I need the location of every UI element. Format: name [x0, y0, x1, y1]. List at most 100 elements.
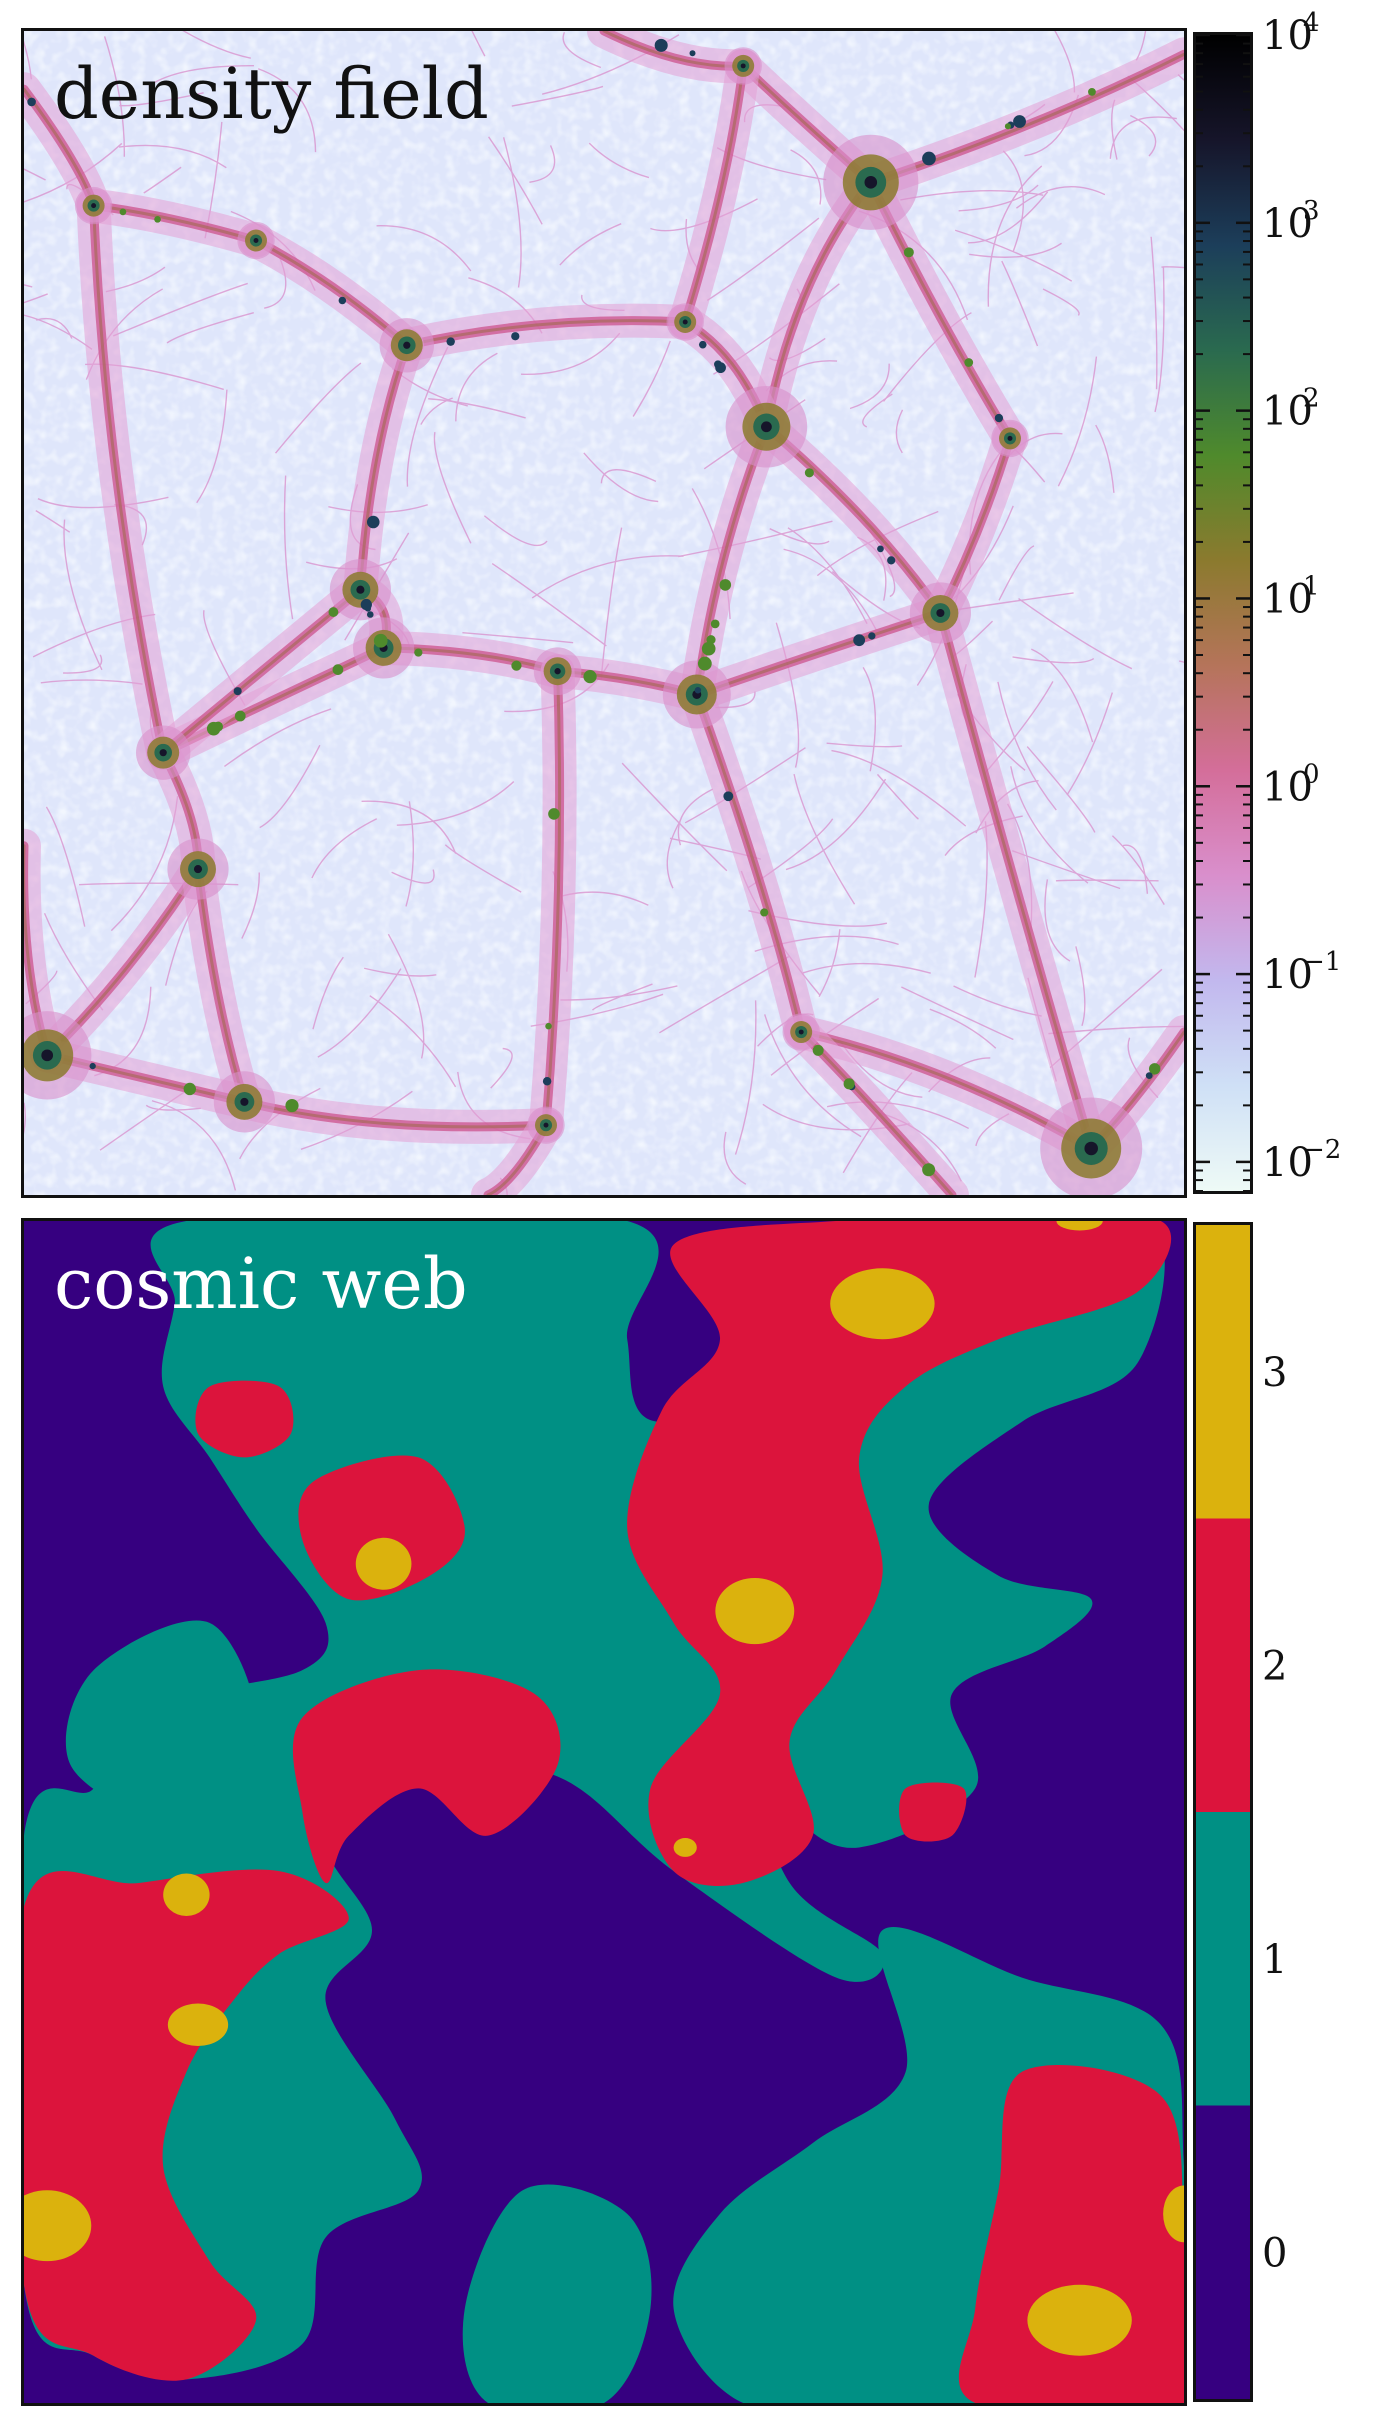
cosmic-web-title: cosmic web — [54, 1243, 468, 1325]
knot — [89, 1062, 96, 1070]
halo-center — [253, 238, 259, 243]
filament-core — [683, 64, 745, 324]
class-3-region — [715, 1577, 795, 1645]
cosmic-web-image — [24, 1221, 1184, 2403]
class-1-region — [462, 2184, 652, 2403]
knot — [285, 1098, 299, 1113]
class-1-region — [65, 1620, 258, 1813]
knot — [804, 468, 814, 478]
class-3-region — [830, 1268, 935, 1340]
knot — [697, 656, 712, 671]
knot — [719, 579, 732, 591]
knot — [206, 721, 221, 736]
knot — [964, 358, 974, 367]
knot — [887, 556, 896, 565]
class-3-region — [1056, 1221, 1103, 1231]
knot — [715, 362, 726, 374]
knot — [689, 50, 696, 57]
halo-center — [864, 176, 878, 189]
class-2-region — [24, 1869, 349, 2381]
knot — [812, 1044, 824, 1056]
knot — [328, 607, 339, 617]
knot — [694, 687, 702, 694]
density-colorbar — [1193, 32, 1253, 1194]
halo-center — [1007, 435, 1013, 441]
knot — [332, 664, 344, 675]
knot — [414, 648, 423, 657]
colorbar-tick-label: 10 — [1262, 1140, 1313, 1186]
colorbar-tick-exponent: 4 — [1303, 8, 1320, 38]
density-colorbar-gradient — [1196, 35, 1250, 1191]
class-2-region — [899, 1782, 967, 1842]
knot — [583, 670, 597, 684]
knot — [373, 633, 388, 648]
colorbar-tick-exponent: 1 — [1303, 571, 1320, 601]
halo-center — [761, 421, 772, 433]
halo-center — [554, 668, 561, 675]
knot — [548, 808, 560, 820]
density-field-image — [24, 31, 1184, 1195]
class-3-region — [355, 1537, 412, 1590]
colorbar-block-2 — [1196, 1518, 1250, 1813]
colorbar-tick-label: 10 — [1262, 389, 1313, 435]
knot — [701, 641, 716, 656]
colorbar-tick-exponent: −2 — [1303, 1135, 1341, 1165]
halo-center — [240, 1097, 249, 1106]
colorbar-tick-exponent: 2 — [1303, 384, 1320, 414]
knot — [545, 1022, 552, 1030]
halo-center — [936, 608, 945, 618]
knot — [903, 247, 914, 258]
filament-core — [358, 343, 409, 592]
knot — [994, 413, 1004, 423]
knot — [338, 296, 347, 305]
colorbar-tick-exponent: 0 — [1303, 759, 1320, 789]
colorbar-tick-exponent: −1 — [1303, 947, 1341, 977]
colorbar-tick-label: 10 — [1262, 952, 1313, 998]
colorbar-block-3 — [1196, 1225, 1250, 1520]
colorbar-category-label: 2 — [1262, 1643, 1287, 1689]
halo-center — [41, 1049, 54, 1062]
knot — [183, 1082, 196, 1096]
knot — [1088, 87, 1096, 96]
colorbar-block-1 — [1196, 1812, 1250, 2107]
knot — [1013, 115, 1026, 128]
halo-center — [682, 319, 688, 325]
class-2-region — [627, 1221, 1171, 1886]
knot — [1004, 123, 1011, 130]
colorbar-tick-label: 10 — [1262, 576, 1313, 622]
knot — [877, 545, 884, 553]
knot — [1148, 1063, 1161, 1075]
knot — [234, 710, 246, 722]
filament-core — [242, 1100, 548, 1129]
knot — [119, 208, 127, 216]
class-2-region — [298, 1455, 465, 1601]
colorbar-block-0 — [1196, 2105, 1250, 2399]
filament-core — [938, 611, 1093, 1150]
knot — [654, 38, 668, 52]
halo-center — [159, 749, 167, 757]
halos — [24, 38, 1161, 1195]
colorbar-category-label: 3 — [1262, 1350, 1287, 1396]
knot — [843, 1078, 855, 1090]
class-3-region — [163, 1873, 210, 1917]
cosmic-web-panel: cosmic web — [21, 1218, 1187, 2406]
class-3-region — [24, 2190, 92, 2262]
knot — [446, 337, 455, 346]
class-3-region — [673, 1838, 697, 1857]
class-2-region — [292, 1669, 561, 1884]
knot — [511, 332, 520, 341]
knot — [853, 634, 866, 647]
colorbar-tick-label: 10 — [1262, 13, 1313, 59]
knot — [366, 515, 380, 529]
knot — [698, 340, 707, 349]
knot — [233, 687, 242, 696]
knot — [542, 1077, 552, 1086]
halo-center — [91, 203, 97, 209]
cosmic-web-colorbar-blocks — [1196, 1225, 1250, 2399]
knot — [723, 791, 734, 802]
knot — [1145, 1072, 1153, 1080]
halo-center — [403, 341, 411, 349]
colorbar-category-label: 0 — [1262, 2230, 1287, 2276]
